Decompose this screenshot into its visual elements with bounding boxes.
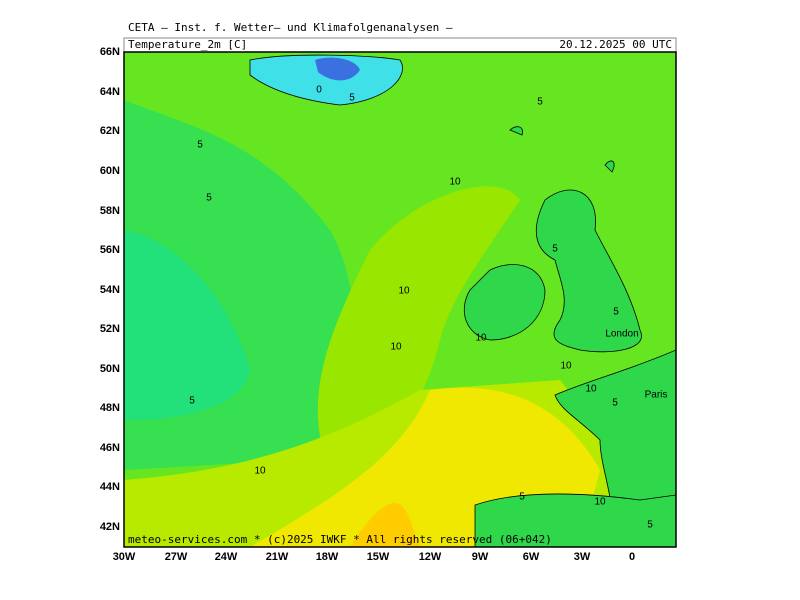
map-field (124, 52, 676, 547)
footer: meteo-services.com * (c)2025 IWKF * All … (128, 533, 552, 546)
contour-label: 5 (552, 244, 558, 255)
field-warmest (350, 502, 420, 547)
iceland (249, 54, 403, 106)
lat-label: 48N (100, 402, 120, 414)
lon-label: 0 (629, 551, 635, 563)
lat-label: 54N (100, 284, 120, 296)
lon-label: 24W (215, 551, 238, 563)
contour-label: 10 (390, 342, 402, 353)
lat-label: 64N (100, 86, 120, 98)
lon-label: 6W (523, 551, 540, 563)
contour-label: 10 (475, 333, 487, 344)
contour-label: 5 (613, 307, 619, 318)
lon-label: 12W (419, 551, 442, 563)
lon-label: 18W (316, 551, 339, 563)
lon-label: 15W (367, 551, 390, 563)
lon-label: 27W (165, 551, 188, 563)
contour-label: 5 (206, 193, 212, 204)
contour-label: 5 (612, 398, 618, 409)
lat-label: 60N (100, 165, 120, 177)
contour-label: 5 (197, 140, 203, 151)
lon-label: 3W (574, 551, 591, 563)
lat-label: 50N (100, 363, 120, 375)
map-frame (123, 51, 677, 548)
lat-label: 58N (100, 205, 120, 217)
ireland (463, 264, 546, 341)
contour-label: 10 (585, 384, 597, 395)
lon-label: 9W (472, 551, 489, 563)
axes: 66N 64N 62N 60N 58N 56N 54N 52N 50N 48N 46N 44N 42N 3… (100, 46, 635, 563)
map-labels: London Paris 0 5 5 5 5 10 10 10 10 10 10 5 5 5 10 5 10 5 5 (189, 85, 667, 531)
lat-label: 44N (100, 481, 120, 493)
place-label: Paris (645, 390, 668, 401)
lat-label: 62N (100, 125, 120, 137)
faroe (509, 126, 523, 136)
field-mild (317, 186, 520, 470)
contour-label: 5 (537, 97, 543, 108)
contour-label: 5 (189, 396, 195, 407)
lat-label: 46N (100, 442, 120, 454)
variable-label: Temperature_2m [C] (128, 38, 247, 51)
shetland (604, 160, 615, 173)
lat-label: 52N (100, 323, 120, 335)
valid-time: 20.12.2025 00 UTC (559, 38, 672, 51)
contour-label: 10 (560, 361, 572, 372)
contour-label: 10 (398, 286, 410, 297)
contour-label: 10 (254, 466, 266, 477)
iberia (474, 493, 676, 547)
place-label: London (605, 329, 638, 340)
great-britain (536, 189, 642, 353)
lat-label: 42N (100, 521, 120, 533)
contour-label: 10 (449, 177, 461, 188)
field-cold (124, 230, 250, 420)
contour-label: 10 (594, 497, 606, 508)
contour-label: 5 (349, 93, 355, 104)
contour-label: 5 (647, 520, 653, 531)
lat-label: 56N (100, 244, 120, 256)
contour-label: 5 (519, 492, 525, 503)
contour-label: 0 (316, 85, 322, 96)
lat-label: 66N (100, 46, 120, 58)
institute-title: CETA — Inst. f. Wetter— und Klimafolgena… (128, 21, 453, 34)
lon-label: 30W (113, 551, 136, 563)
lon-label: 21W (266, 551, 289, 563)
iceland-cold (315, 57, 360, 81)
